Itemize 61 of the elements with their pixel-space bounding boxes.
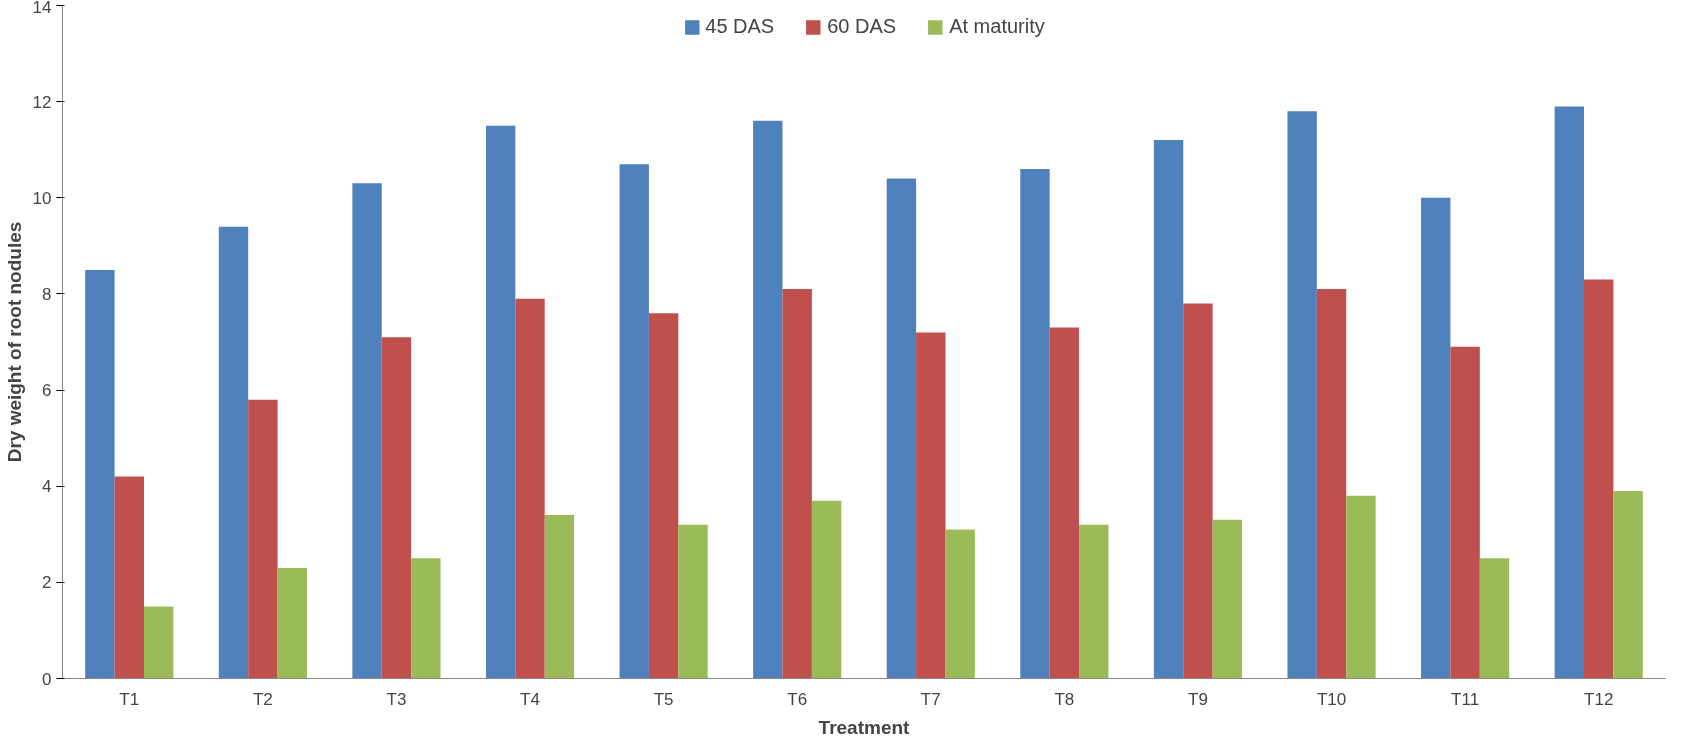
bar xyxy=(782,289,812,679)
bar xyxy=(1049,327,1080,679)
bar xyxy=(648,313,679,679)
bar xyxy=(1153,140,1184,679)
x-tick-label: T9 xyxy=(1188,689,1208,709)
bar xyxy=(678,524,708,679)
bar xyxy=(277,567,307,679)
bar xyxy=(1346,495,1376,679)
y-tick-label: 4 xyxy=(42,477,52,497)
y-tick-label: 12 xyxy=(32,92,52,112)
x-tick-label: T8 xyxy=(1054,689,1075,709)
y-tick-label: 8 xyxy=(42,284,52,304)
bar xyxy=(85,269,115,679)
bar xyxy=(544,515,575,679)
bar xyxy=(916,332,946,679)
y-tick-label: 0 xyxy=(42,669,52,689)
bar xyxy=(1183,303,1213,679)
x-tick-label: T7 xyxy=(920,689,941,709)
legend-label: 45 DAS xyxy=(705,15,775,38)
bar xyxy=(352,183,382,679)
bar xyxy=(1020,168,1050,679)
bar xyxy=(1613,491,1643,679)
bar xyxy=(753,120,783,679)
legend-label: 60 DAS xyxy=(827,15,897,38)
x-axis-title: Treatment xyxy=(818,716,911,738)
bar xyxy=(886,178,917,679)
x-tick-label: T5 xyxy=(653,689,674,709)
x-tick-label: T12 xyxy=(1584,689,1614,709)
bar xyxy=(1450,346,1480,679)
bar xyxy=(381,337,412,679)
bar xyxy=(1316,289,1347,679)
y-tick-label: 6 xyxy=(42,381,52,401)
bar xyxy=(1584,279,1614,679)
bar xyxy=(1421,197,1451,679)
x-tick-label: T6 xyxy=(787,689,808,709)
bar xyxy=(1212,519,1243,679)
legend-label: At maturity xyxy=(949,15,1045,38)
bar xyxy=(485,125,516,679)
bar xyxy=(114,476,144,679)
bar xyxy=(945,529,975,679)
bar xyxy=(143,606,174,679)
bar xyxy=(619,164,649,679)
y-tick-label: 10 xyxy=(32,188,52,208)
x-tick-label: T4 xyxy=(520,689,540,709)
bar xyxy=(218,226,249,679)
bar xyxy=(811,500,842,679)
x-tick-label: T2 xyxy=(252,689,273,709)
bar xyxy=(1287,111,1317,679)
y-tick-label: 2 xyxy=(42,573,52,593)
x-tick-label: T10 xyxy=(1316,689,1347,709)
x-tick-label: T1 xyxy=(119,689,140,709)
x-tick-label: T11 xyxy=(1451,689,1480,709)
bar xyxy=(248,399,278,679)
bar xyxy=(515,298,545,679)
bar xyxy=(411,558,441,679)
bar xyxy=(1479,558,1510,679)
bar xyxy=(1554,106,1585,679)
bar xyxy=(1079,524,1109,679)
y-axis-title: Dry weight of root nodules xyxy=(3,221,25,463)
y-tick-label: 14 xyxy=(32,0,52,17)
x-tick-label: T3 xyxy=(386,689,407,709)
